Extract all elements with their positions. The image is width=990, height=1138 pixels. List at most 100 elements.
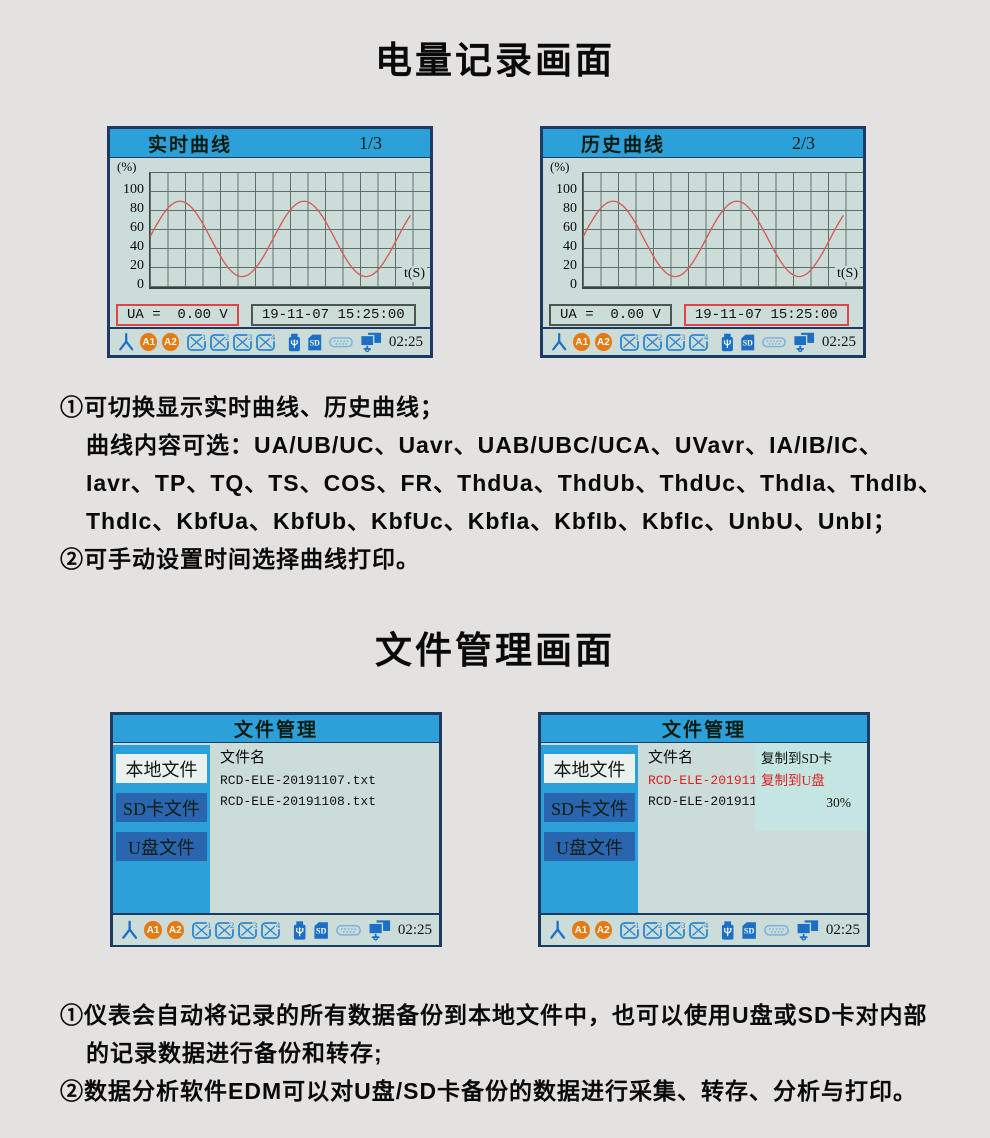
- timestamp-readout[interactable]: 19-11-07 15:25:00: [683, 303, 849, 326]
- svg-text:SD: SD: [316, 926, 327, 935]
- network-computers-icon: [796, 920, 818, 941]
- screen-header: 文件管理: [113, 715, 439, 743]
- network-computers-icon: [368, 920, 390, 941]
- signal-curve: [583, 200, 845, 278]
- usb-icon: [721, 333, 733, 351]
- usb-icon: [288, 333, 300, 351]
- meter-4-icon: 4: [689, 920, 710, 939]
- sd-card-icon: SD: [314, 921, 329, 939]
- x-axis-label: t(S): [402, 266, 427, 282]
- plot-grid: [149, 172, 430, 289]
- y-tick: 0: [570, 277, 577, 292]
- file-item[interactable]: RCD-ELE-20191107.txt: [220, 773, 377, 788]
- tab-local-files[interactable]: 本地文件: [116, 754, 207, 783]
- svg-text:2: 2: [658, 332, 662, 342]
- svg-text:SD: SD: [743, 338, 753, 347]
- screen-header: 历史曲线 2/3: [543, 129, 863, 158]
- file-list-header: 文件名: [648, 750, 694, 766]
- svg-text:1: 1: [635, 920, 639, 930]
- svg-text:1: 1: [207, 920, 211, 930]
- svg-text:2: 2: [658, 920, 662, 930]
- y-axis-unit: (%): [117, 159, 137, 174]
- device-status-bar: A1 A2 1 2 3 4: [110, 327, 430, 355]
- tab-sd-files[interactable]: SD卡文件: [544, 793, 635, 822]
- device-status-bar: A1 A2 1 2 3 4: [541, 913, 867, 945]
- serial-port-icon: [335, 924, 361, 936]
- svg-text:SD: SD: [744, 926, 755, 935]
- status-time: 02:25: [388, 333, 424, 350]
- file-screen-copy: 文件管理 本地文件 SD卡文件 U盘文件 文件名 RCD-ELE-2019110…: [538, 712, 870, 947]
- alarm-a1-badge: A1: [144, 921, 162, 939]
- y-tick: 40: [563, 239, 577, 254]
- meter-3-icon: 3: [666, 920, 686, 939]
- curve-screen-history: 历史曲线 2/3 (%) 100 80 60 40 20 0 t(S) UA =…: [540, 126, 866, 358]
- star-connection-icon: [119, 333, 134, 351]
- y-tick: 100: [123, 182, 144, 197]
- plot-grid: [582, 172, 863, 289]
- y-tick: 60: [563, 220, 577, 235]
- status-time: 02:25: [397, 921, 432, 938]
- note-line: ①仪表会自动将记录的所有数据备份到本地文件中，也可以使用U盘或SD卡对内部: [60, 1002, 928, 1028]
- file-list-header: 文件名: [220, 750, 266, 766]
- alarm-a1-badge: A1: [140, 333, 158, 351]
- usb-icon: [721, 920, 734, 940]
- screen-header: 实时曲线 1/3: [110, 129, 430, 158]
- screen-title: 文件管理: [661, 720, 746, 741]
- svg-text:4: 4: [271, 332, 276, 342]
- y-tick: 40: [130, 239, 144, 254]
- x-axis-label: t(S): [835, 266, 860, 282]
- file-screen-local: 文件管理 本地文件 SD卡文件 U盘文件 文件名 RCD-ELE-2019110…: [110, 712, 442, 947]
- note-line: ①可切换显示实时曲线、历史曲线；: [60, 394, 444, 420]
- y-tick: 0: [137, 277, 144, 292]
- tab-sd-files[interactable]: SD卡文件: [116, 793, 207, 822]
- note-line: Iavr、TP、TQ、TS、COS、FR、ThdUa、ThdUb、ThdUc、T…: [86, 470, 942, 496]
- device-status-bar: A1 A2 1 2 3 4: [543, 327, 863, 355]
- svg-text:3: 3: [248, 332, 252, 342]
- ua-readout[interactable]: UA = 0.00 V: [549, 303, 672, 326]
- file-item[interactable]: RCD-ELE-20191108.txt: [220, 794, 377, 809]
- usb-icon: [293, 920, 306, 940]
- star-connection-icon: [552, 333, 567, 351]
- meter-icons: 1 2 3 4: [619, 332, 710, 352]
- meter-3-icon: 3: [238, 920, 258, 939]
- copy-progress: 30%: [826, 795, 851, 810]
- ua-readout[interactable]: UA = 0.00 V: [116, 303, 239, 326]
- serial-port-icon: [763, 924, 789, 936]
- network-computers-icon: [793, 332, 815, 353]
- file-source-sidebar: 本地文件 SD卡文件 U盘文件: [541, 743, 638, 913]
- meter-icons: 1 2 3 4: [192, 920, 282, 940]
- timestamp-readout[interactable]: 19-11-07 15:25:00: [250, 303, 416, 326]
- section-title-recording: 电量记录画面: [375, 40, 615, 81]
- alarm-a2-badge: A2: [166, 921, 184, 939]
- popup-item-copy-to-usb[interactable]: 复制到U盘: [761, 773, 825, 788]
- note-line: 曲线内容可选：UA/UB/UC、Uavr、UAB/UBC/UCA、UVavr、I…: [86, 432, 883, 458]
- network-computers-icon: [360, 332, 382, 353]
- file-notes: ①仪表会自动将记录的所有数据备份到本地文件中，也可以使用U盘或SD卡对内部 的记…: [60, 996, 960, 1110]
- svg-text:1: 1: [202, 332, 206, 342]
- note-line: ②可手动设置时间选择曲线打印。: [60, 546, 420, 572]
- tab-local-files[interactable]: 本地文件: [544, 754, 635, 783]
- note-line: 的记录数据进行备份和转存;: [86, 1040, 383, 1066]
- y-axis-unit: (%): [550, 159, 570, 174]
- file-body: 本地文件 SD卡文件 U盘文件 文件名 RCD-ELE-20191107.txt…: [113, 743, 439, 913]
- note-line: ②数据分析软件EDM可以对U盘/SD卡备份的数据进行采集、转存、分析与打印。: [60, 1078, 918, 1104]
- recording-notes: ①可切换显示实时曲线、历史曲线； 曲线内容可选：UA/UB/UC、Uavr、UA…: [60, 388, 960, 578]
- meter-1-icon: 1: [620, 920, 640, 939]
- readout-row: UA = 0.00 V 19-11-07 15:25:00: [110, 302, 430, 327]
- tab-usb-files[interactable]: U盘文件: [116, 832, 207, 861]
- alarm-a2-badge: A2: [595, 333, 612, 351]
- meter-3-icon: 3: [665, 332, 686, 351]
- meter-1-icon: 1: [192, 920, 212, 939]
- svg-text:2: 2: [225, 332, 229, 342]
- meter-2-icon: 2: [215, 920, 235, 939]
- meter-icons: 1 2 3 4: [186, 332, 277, 352]
- meter-4-icon: 4: [688, 332, 710, 351]
- star-connection-icon: [550, 920, 566, 939]
- screen-title: 实时曲线: [148, 134, 233, 156]
- file-body: 本地文件 SD卡文件 U盘文件 文件名 RCD-ELE-20191107.txt…: [541, 743, 867, 913]
- y-tick: 20: [563, 258, 577, 273]
- signal-curve: [150, 200, 412, 278]
- tab-usb-files[interactable]: U盘文件: [544, 832, 635, 861]
- meter-icons: 1 2 3 4: [620, 920, 710, 940]
- popup-item-copy-to-sd[interactable]: 复制到SD卡: [761, 751, 833, 766]
